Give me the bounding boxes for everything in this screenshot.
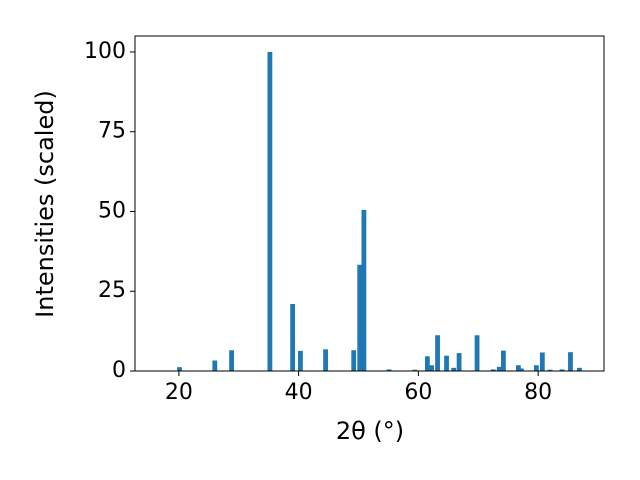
x-tick-label: 60	[404, 380, 432, 405]
bar	[515, 365, 521, 371]
x-tick-label: 80	[524, 380, 552, 405]
bar	[568, 352, 573, 371]
bar	[577, 367, 582, 371]
bar	[539, 352, 545, 371]
bar	[474, 335, 480, 371]
bar	[290, 304, 296, 371]
bar	[267, 51, 273, 371]
bar	[559, 369, 565, 371]
bar	[518, 368, 524, 371]
bar	[456, 353, 462, 371]
bar	[412, 369, 418, 371]
y-tick-label: 75	[98, 119, 126, 144]
bar	[212, 360, 218, 371]
bar	[435, 335, 440, 371]
bar	[229, 350, 234, 371]
bar	[490, 369, 496, 371]
bar	[361, 209, 367, 371]
y-axis-label: Intensities (scaled)	[31, 90, 59, 318]
bar	[451, 367, 457, 371]
y-tick-label: 25	[98, 278, 126, 303]
bar	[323, 349, 328, 371]
bar	[424, 356, 430, 371]
y-tick-label: 50	[98, 198, 126, 223]
y-tick-label: 0	[112, 358, 126, 383]
x-axis-label: 2θ (°)	[336, 417, 404, 445]
x-tick-label: 40	[285, 380, 313, 405]
x-tick-label: 20	[165, 380, 193, 405]
bar	[177, 367, 182, 371]
bar	[501, 350, 506, 371]
bar	[496, 366, 502, 371]
bar	[429, 365, 434, 371]
bar	[547, 369, 553, 371]
bar	[357, 264, 363, 371]
bar	[386, 369, 392, 371]
plot-frame	[134, 35, 605, 372]
bar	[533, 365, 539, 371]
bar	[444, 355, 449, 371]
bar	[351, 350, 357, 371]
y-tick-label: 100	[84, 39, 126, 64]
bar	[298, 350, 303, 371]
